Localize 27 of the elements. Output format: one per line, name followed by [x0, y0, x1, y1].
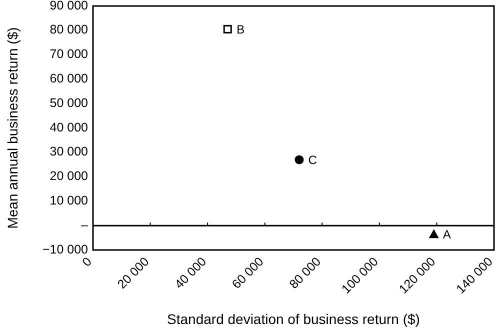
y-tick-label: 40 000 — [50, 120, 88, 134]
y-tick-label: −10 000 — [42, 242, 88, 256]
y-tick-label: 60 000 — [50, 71, 88, 86]
y-tick-label: 50 000 — [50, 96, 88, 110]
x-tick-label: 60 000 — [229, 254, 266, 292]
y-tick-label: 90 000 — [50, 0, 88, 12]
y-tick-label: 20 000 — [50, 169, 88, 184]
x-tick-label: 80 000 — [286, 254, 324, 292]
x-tick-label: 140 000 — [454, 254, 496, 296]
x-tick-label: 0 — [80, 254, 94, 270]
x-tick-label: 100 000 — [339, 254, 381, 296]
y-tick-label: 80 000 — [50, 22, 88, 37]
y-tick-label: – — [81, 218, 88, 232]
point — [428, 229, 439, 238]
x-axis-title: Standard deviation of business return ($) — [167, 311, 420, 327]
x-tick-label: 40 000 — [172, 254, 210, 292]
x-tick-label: 20 000 — [114, 254, 152, 292]
y-axis-title: Mean annual business return ($) — [4, 27, 21, 229]
y-tick-label: 10 000 — [50, 193, 88, 208]
x-tick-label: 120 000 — [396, 254, 438, 296]
series-label: B — [236, 22, 245, 36]
y-tick-label: 70 000 — [50, 47, 88, 62]
y-tick-label: 30 000 — [50, 144, 88, 159]
point — [223, 24, 232, 34]
series-label: C — [308, 152, 318, 167]
legend-label: A — [442, 227, 451, 242]
point — [294, 155, 304, 164]
